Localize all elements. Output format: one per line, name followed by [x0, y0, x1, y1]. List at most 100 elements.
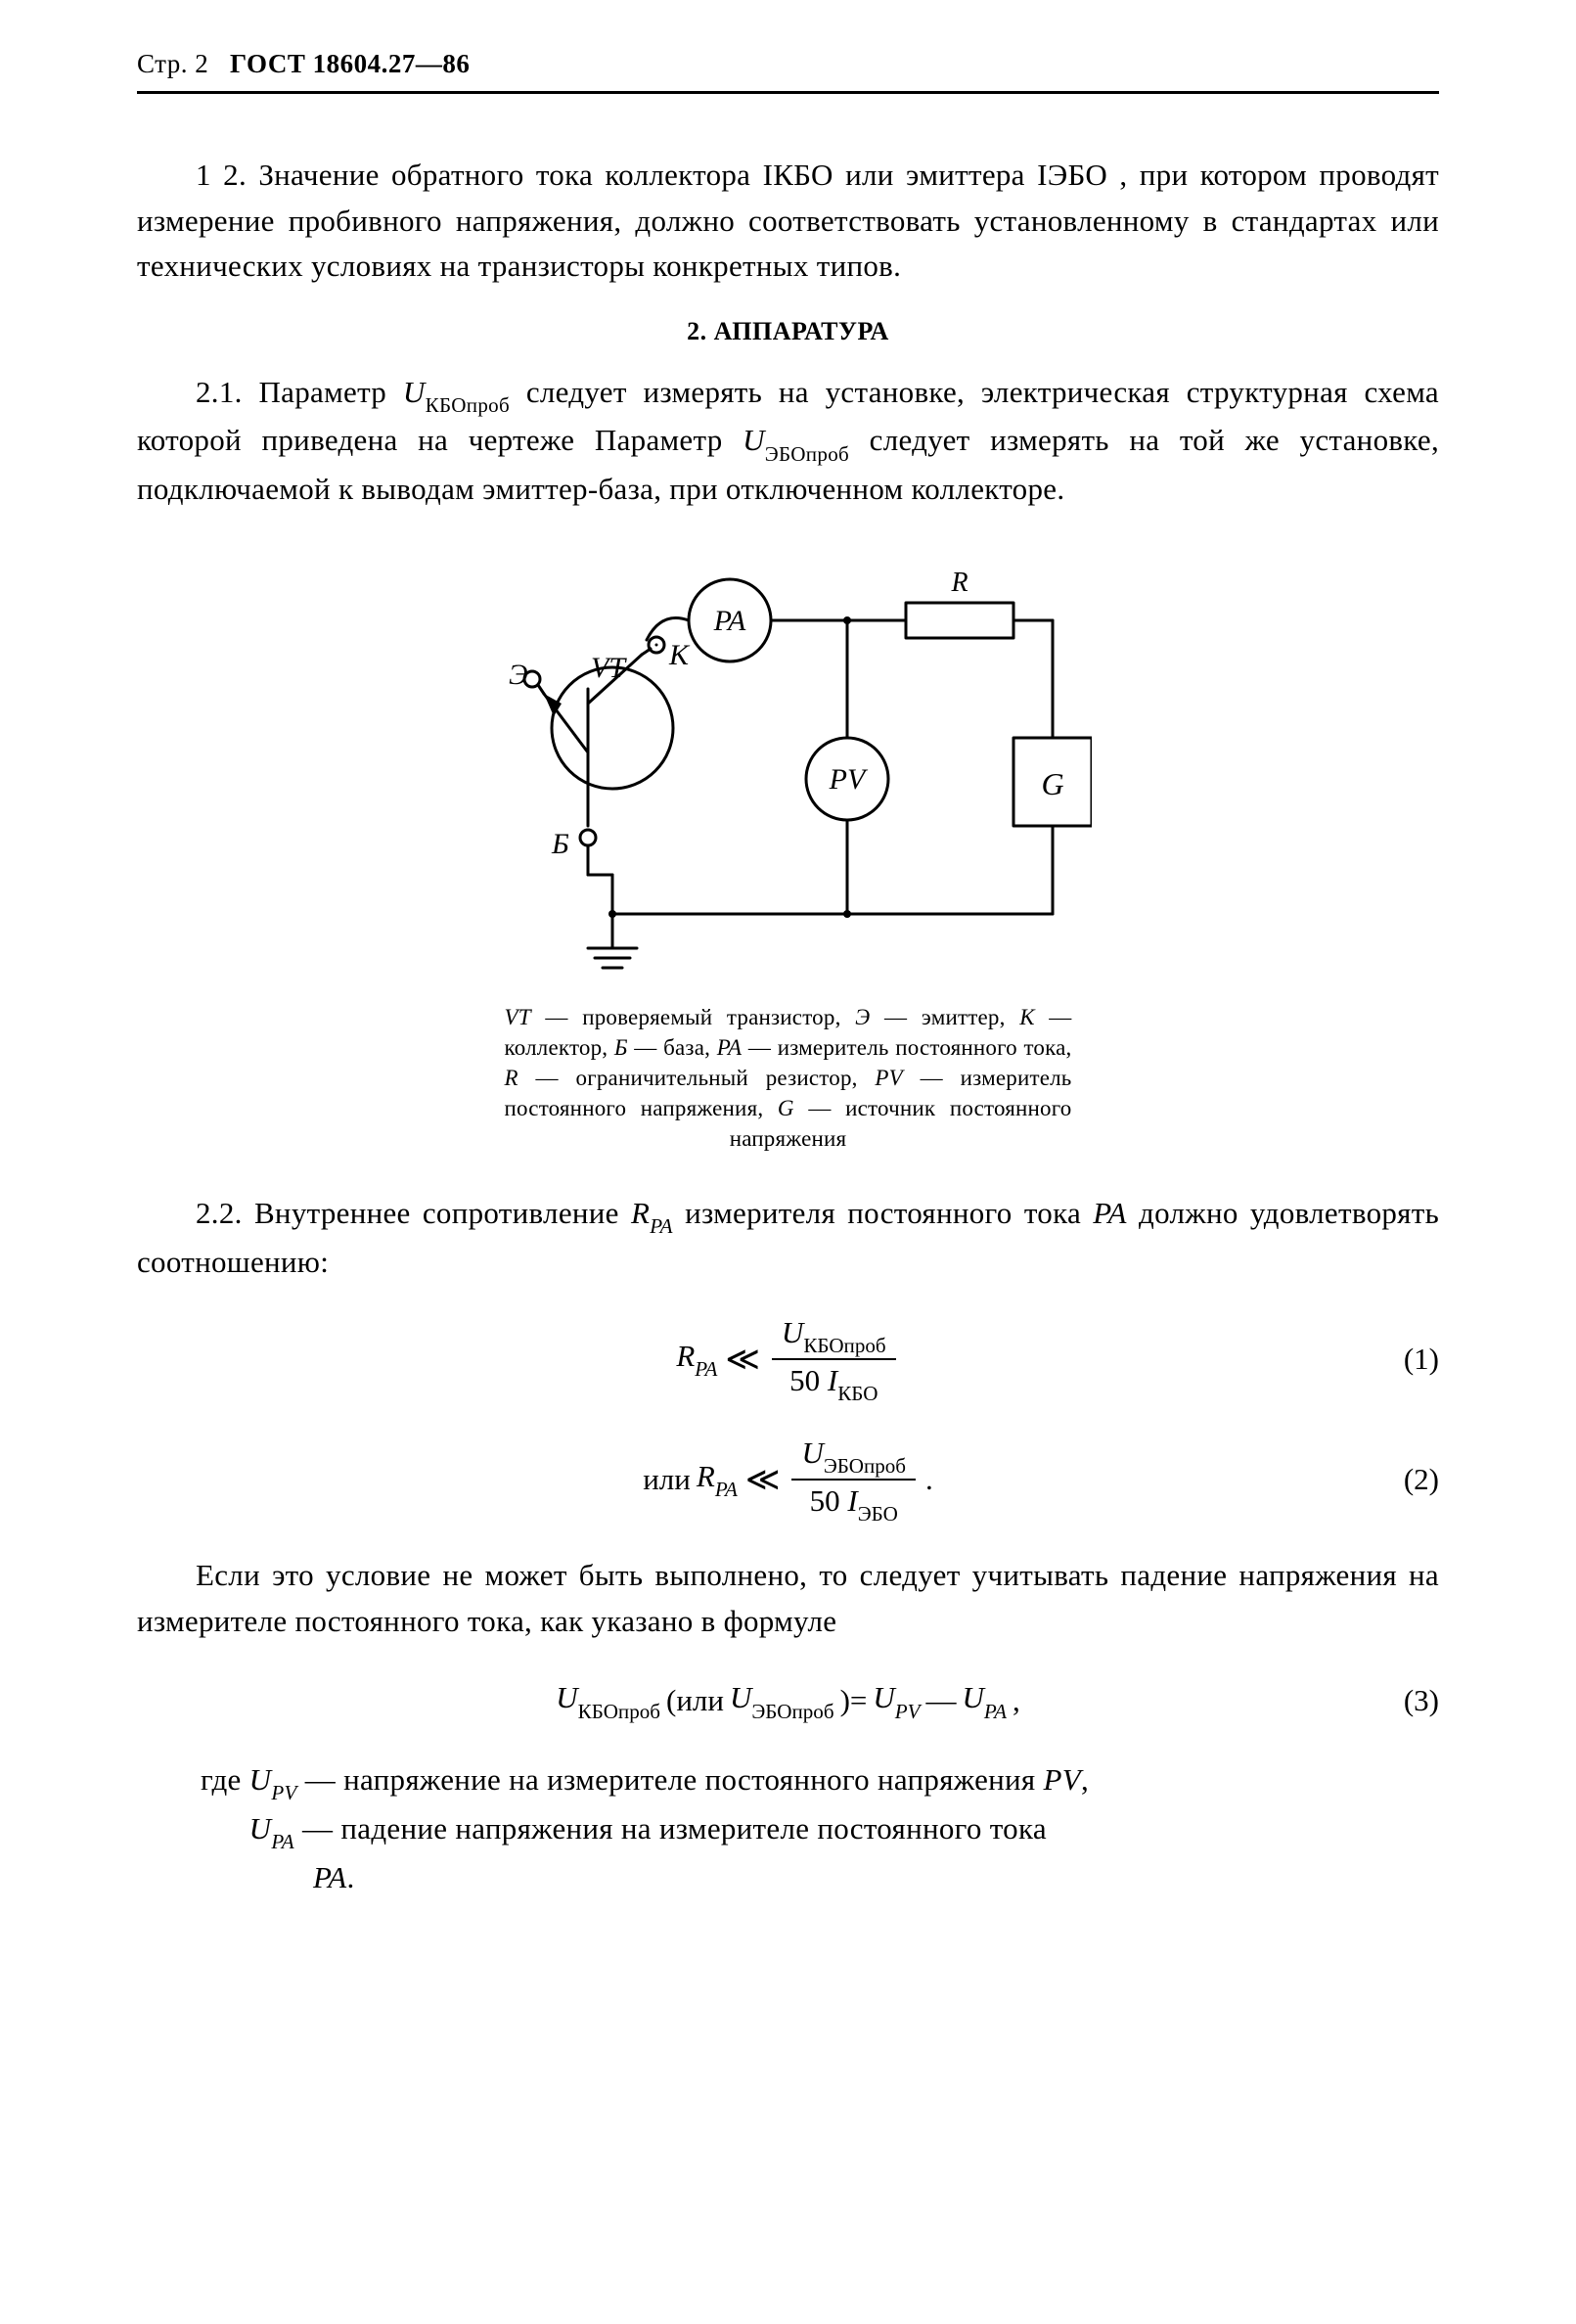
f2-lhs-b: R: [697, 1459, 715, 1493]
diagram-label-r: R: [950, 568, 968, 598]
cap-pv-i: PV: [875, 1066, 903, 1090]
w-upa-dev: PA: [313, 1860, 346, 1894]
formula-1-body: RPA ≪ UКБОпроб 50 IКБО: [676, 1312, 899, 1405]
f1-frac: UКБОпроб 50 IКБО: [768, 1312, 900, 1405]
cap-g-i: G: [778, 1096, 794, 1120]
cap-k-i: К: [1019, 1005, 1034, 1029]
formula-3-body: UКБОпроб (или UЭБОпроб )= UPV — UPA ,: [556, 1680, 1019, 1720]
f3-r1-s: PV: [895, 1700, 921, 1723]
p21-text-a: 2.1. Параметр: [196, 375, 403, 409]
cap-vt-t: — проверяемый транзистор,: [531, 1005, 855, 1029]
p22-b: измерителя постоянного тока: [673, 1196, 1093, 1230]
diagram-label-pa: PA: [712, 605, 745, 637]
paragraph-1-2-text: 1 2. Значение обратного тока коллектора …: [137, 158, 1439, 283]
f3-tail: ,: [1013, 1683, 1020, 1718]
p22-sym-sub: PA: [650, 1214, 673, 1238]
gost-number: ГОСТ 18604.27—86: [230, 49, 470, 78]
cap-e-t: — эмиттер,: [870, 1005, 1019, 1029]
p21-sym2-base: U: [743, 423, 765, 457]
f3-close: )=: [840, 1683, 868, 1718]
formula-3: UКБОпроб (или UЭБОпроб )= UPV — UPA , (3…: [137, 1671, 1439, 1730]
w-upa-t: — падение напряжения на измерителе посто…: [294, 1811, 1047, 1846]
formula-2-number: (2): [1404, 1462, 1439, 1497]
w-upa-s: PA: [271, 1830, 294, 1853]
f2-den-pre: 50: [810, 1483, 848, 1518]
f3-r2-s: PA: [984, 1700, 1007, 1723]
formula-2: или RPA ≪ UЭБОпроб 50 IЭБО . (2): [137, 1433, 1439, 1526]
f2-den-b: I: [847, 1483, 857, 1518]
cap-e-i: Э: [855, 1005, 870, 1029]
f3-mid: (или: [666, 1683, 724, 1718]
f3-p2-s: ЭБОпроб: [751, 1700, 833, 1723]
f3-minus: —: [926, 1683, 957, 1718]
cap-r-i: R: [505, 1066, 518, 1090]
w-comma: ,: [1081, 1762, 1089, 1797]
w-upa-b: U: [249, 1811, 272, 1846]
diagram-label-b: Б: [551, 828, 569, 860]
f1-den-b: I: [828, 1363, 837, 1397]
paragraph-after-f2: Если это условие не может быть выполнено…: [137, 1553, 1439, 1644]
f1-lhs-s: PA: [695, 1357, 717, 1381]
cap-b-t: — база,: [628, 1035, 717, 1060]
w-period: .: [346, 1860, 354, 1894]
formula-1-number: (1): [1404, 1342, 1439, 1377]
paragraph-2-1: 2.1. Параметр UКБОпроб следует измерять …: [137, 370, 1439, 513]
f2-den-s: ЭБО: [858, 1502, 898, 1526]
cap-r-t: — ограничительный резистор,: [518, 1066, 876, 1090]
w-upv-dev: PV: [1044, 1762, 1081, 1797]
much-less-icon: ≪: [743, 1460, 783, 1499]
page-header: Стр. 2 ГОСТ 18604.27—86: [137, 49, 1439, 94]
page-root: Стр. 2 ГОСТ 18604.27—86 1 2. Значение об…: [0, 0, 1576, 1959]
much-less-icon: ≪: [723, 1340, 762, 1379]
circuit-diagram-wrap: PA R G: [137, 552, 1439, 982]
p22-sym2: PA: [1093, 1196, 1126, 1230]
f2-num-s: ЭБОпроб: [824, 1454, 906, 1478]
f1-num-s: КБОпроб: [803, 1334, 885, 1357]
p22-a: 2.2. Внутреннее сопротивление: [196, 1196, 631, 1230]
where-intro: где: [201, 1762, 249, 1797]
f3-r2-b: U: [963, 1680, 984, 1714]
f3-p1-b: U: [556, 1680, 577, 1714]
diagram-caption: VT — проверяемый транзистор, Э — эмиттер…: [505, 1002, 1072, 1154]
f1-num-b: U: [782, 1315, 803, 1349]
paragraph-2-2: 2.2. Внутреннее сопротивление RPA измери…: [137, 1191, 1439, 1285]
cap-vt-i: VT: [505, 1005, 531, 1029]
w-upv-s: PV: [271, 1781, 296, 1804]
p21-sym2-sub: ЭБОпроб: [765, 442, 849, 466]
f3-p1-s: КБОпроб: [578, 1700, 660, 1723]
where-block: где UPV — напряжение на измерителе посто…: [137, 1757, 1439, 1900]
f2-lhs-s: PA: [715, 1478, 738, 1501]
f1-den-s: КБО: [837, 1382, 878, 1405]
f3-p2-b: U: [730, 1680, 751, 1714]
paragraph-1-2: 1 2. Значение обратного тока коллектора …: [137, 153, 1439, 290]
p22-sym-base: R: [631, 1196, 650, 1230]
f3-r1-b: U: [873, 1680, 894, 1714]
formula-1: RPA ≪ UКБОпроб 50 IКБО (1): [137, 1312, 1439, 1405]
diagram-label-g: G: [1041, 766, 1063, 801]
circuit-diagram: PA R G: [485, 552, 1092, 982]
f2-num-b: U: [801, 1435, 823, 1470]
diagram-label-e: Э: [509, 659, 528, 691]
diagram-label-k: К: [668, 639, 691, 671]
formula-2-body: или RPA ≪ UЭБОпроб 50 IЭБО .: [643, 1433, 933, 1526]
f2-tail: .: [925, 1462, 933, 1497]
where-line-1: где UPV — напряжение на измерителе посто…: [137, 1757, 1439, 1806]
where-line-3: PA.: [137, 1855, 1439, 1901]
where-line-2: где UPA — падение напряжения на измерите…: [137, 1806, 1439, 1855]
formula-3-number: (3): [1404, 1683, 1439, 1718]
f2-frac: UЭБОпроб 50 IЭБО: [788, 1433, 920, 1526]
f1-lhs-b: R: [676, 1339, 695, 1373]
f2-prefix: или: [643, 1462, 691, 1497]
section-2-title: 2. АППАРАТУРА: [137, 317, 1439, 346]
p21-sym1-base: U: [403, 375, 426, 409]
w-upv-b: U: [249, 1762, 272, 1797]
diagram-label-vt: VT: [591, 652, 627, 684]
cap-pa-i: PA: [717, 1035, 743, 1060]
cap-pa-t: — измеритель постоянного тока,: [742, 1035, 1071, 1060]
f1-den-pre: 50: [789, 1363, 828, 1397]
p21-sym1-sub: КБОпроб: [426, 393, 510, 417]
w-upv-t: — напряжение на измерителе постоянного н…: [297, 1762, 1044, 1797]
cap-b-i: Б: [614, 1035, 628, 1060]
page-number-label: Стр. 2: [137, 49, 208, 78]
diagram-label-pv: PV: [828, 763, 868, 796]
